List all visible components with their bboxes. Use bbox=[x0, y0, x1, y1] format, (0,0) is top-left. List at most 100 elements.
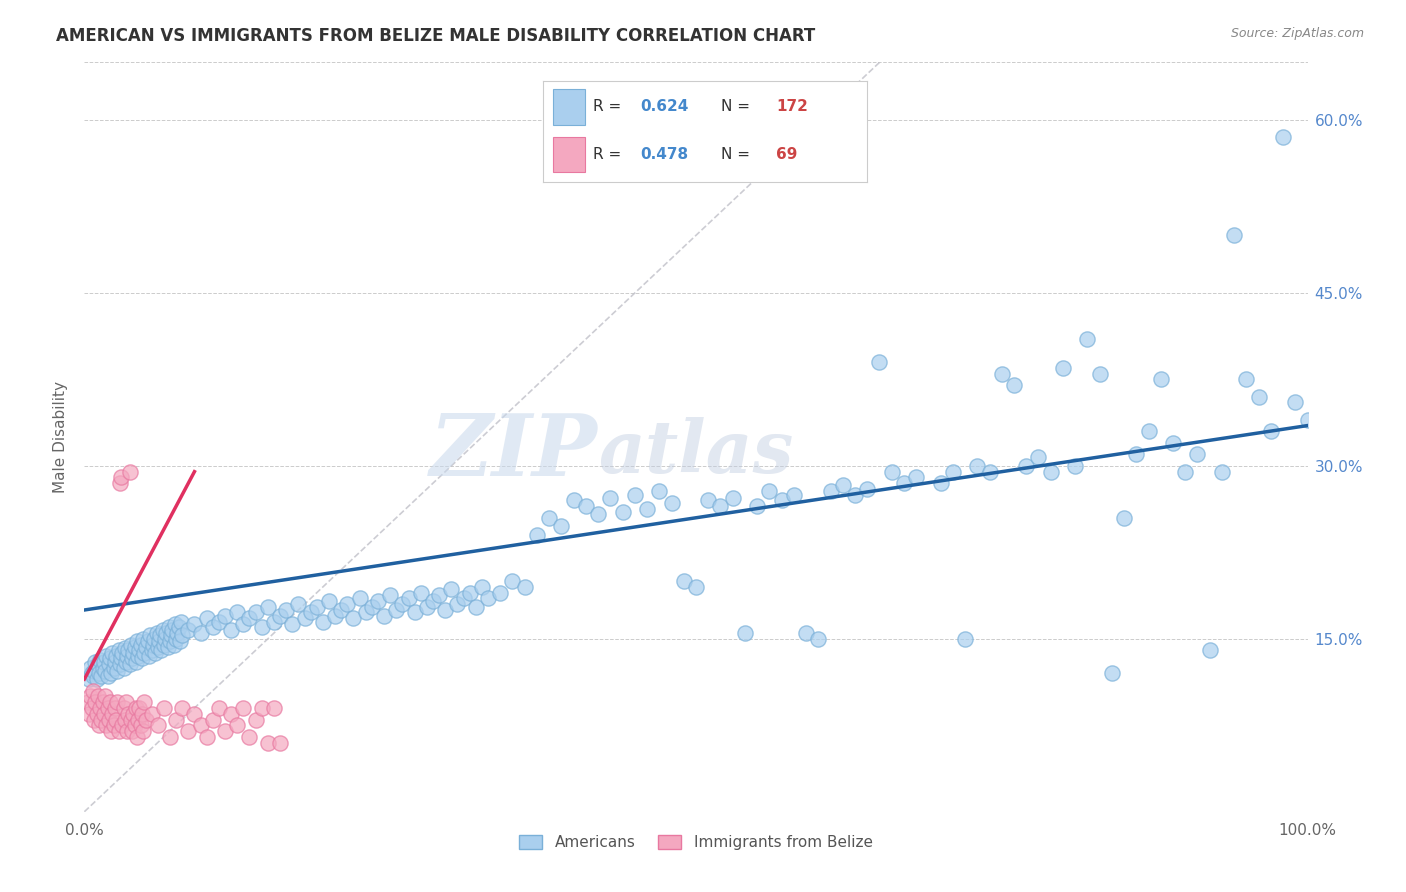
Point bbox=[149, 628, 172, 642]
Point bbox=[105, 713, 128, 727]
Point bbox=[648, 484, 671, 499]
Point bbox=[208, 615, 231, 629]
Point bbox=[107, 643, 129, 657]
Point bbox=[391, 597, 413, 611]
Point bbox=[245, 713, 267, 727]
Point bbox=[219, 706, 242, 721]
Point bbox=[105, 695, 128, 709]
Point bbox=[143, 632, 166, 646]
Point bbox=[880, 465, 903, 479]
Point bbox=[79, 690, 101, 704]
Point bbox=[162, 623, 184, 637]
Point bbox=[125, 634, 148, 648]
Point bbox=[117, 706, 139, 721]
Point bbox=[141, 643, 163, 657]
Point bbox=[125, 701, 148, 715]
Point bbox=[97, 657, 120, 672]
Point bbox=[183, 616, 205, 631]
Point bbox=[100, 666, 122, 681]
Point bbox=[380, 588, 402, 602]
Point bbox=[550, 519, 572, 533]
Point bbox=[1101, 666, 1123, 681]
Point bbox=[1198, 643, 1220, 657]
Point bbox=[98, 695, 121, 709]
Point bbox=[111, 718, 134, 732]
Point bbox=[820, 484, 842, 499]
Point bbox=[238, 730, 260, 744]
Point bbox=[131, 706, 153, 721]
Point bbox=[502, 574, 524, 589]
Point bbox=[305, 599, 328, 614]
Point bbox=[125, 730, 148, 744]
Point bbox=[107, 724, 129, 739]
Point bbox=[91, 660, 114, 674]
Point bbox=[245, 605, 267, 619]
Point bbox=[434, 603, 457, 617]
Point bbox=[104, 655, 127, 669]
Point bbox=[263, 615, 285, 629]
Point bbox=[489, 585, 512, 599]
Point bbox=[385, 603, 408, 617]
Point bbox=[172, 628, 194, 642]
Point bbox=[90, 669, 112, 683]
Point bbox=[96, 649, 118, 664]
Point bbox=[190, 626, 212, 640]
Legend: Americans, Immigrants from Belize: Americans, Immigrants from Belize bbox=[513, 830, 879, 856]
Point bbox=[336, 597, 359, 611]
Point bbox=[538, 510, 561, 524]
Point bbox=[117, 643, 139, 657]
Point bbox=[115, 655, 138, 669]
Point bbox=[287, 597, 309, 611]
Point bbox=[163, 616, 186, 631]
Point bbox=[349, 591, 371, 606]
Point bbox=[398, 591, 420, 606]
Point bbox=[1174, 465, 1197, 479]
Point bbox=[103, 660, 125, 674]
Point bbox=[373, 608, 395, 623]
Point bbox=[150, 643, 173, 657]
Text: AMERICAN VS IMMIGRANTS FROM BELIZE MALE DISABILITY CORRELATION CHART: AMERICAN VS IMMIGRANTS FROM BELIZE MALE … bbox=[56, 27, 815, 45]
Point bbox=[86, 672, 108, 686]
Point bbox=[159, 730, 181, 744]
Point bbox=[83, 713, 105, 727]
Point bbox=[1114, 510, 1136, 524]
Point bbox=[1284, 395, 1306, 409]
Point bbox=[276, 603, 298, 617]
Point bbox=[330, 603, 353, 617]
Point bbox=[195, 730, 218, 744]
Point bbox=[94, 664, 117, 678]
Point bbox=[257, 599, 280, 614]
Point bbox=[226, 718, 249, 732]
Point bbox=[160, 628, 183, 642]
Point bbox=[214, 724, 236, 739]
Point bbox=[100, 724, 122, 739]
Point bbox=[125, 655, 148, 669]
Point bbox=[141, 706, 163, 721]
Point bbox=[1187, 447, 1209, 461]
Point bbox=[238, 611, 260, 625]
Point bbox=[929, 476, 952, 491]
Point bbox=[152, 623, 174, 637]
Point bbox=[232, 616, 254, 631]
Text: ZIP: ZIP bbox=[430, 410, 598, 494]
Point bbox=[624, 488, 647, 502]
Point bbox=[129, 638, 152, 652]
Point bbox=[83, 664, 105, 678]
Point bbox=[342, 611, 364, 625]
Point bbox=[453, 591, 475, 606]
Point bbox=[263, 701, 285, 715]
Point bbox=[661, 496, 683, 510]
Point bbox=[86, 706, 108, 721]
Point bbox=[138, 649, 160, 664]
Point bbox=[177, 623, 200, 637]
Point bbox=[87, 690, 110, 704]
Point bbox=[1028, 450, 1050, 464]
Point bbox=[143, 646, 166, 660]
Point bbox=[169, 634, 191, 648]
Point bbox=[190, 718, 212, 732]
Point bbox=[942, 465, 965, 479]
Point bbox=[84, 655, 107, 669]
Point bbox=[167, 620, 190, 634]
Point bbox=[458, 585, 481, 599]
Point bbox=[269, 608, 291, 623]
